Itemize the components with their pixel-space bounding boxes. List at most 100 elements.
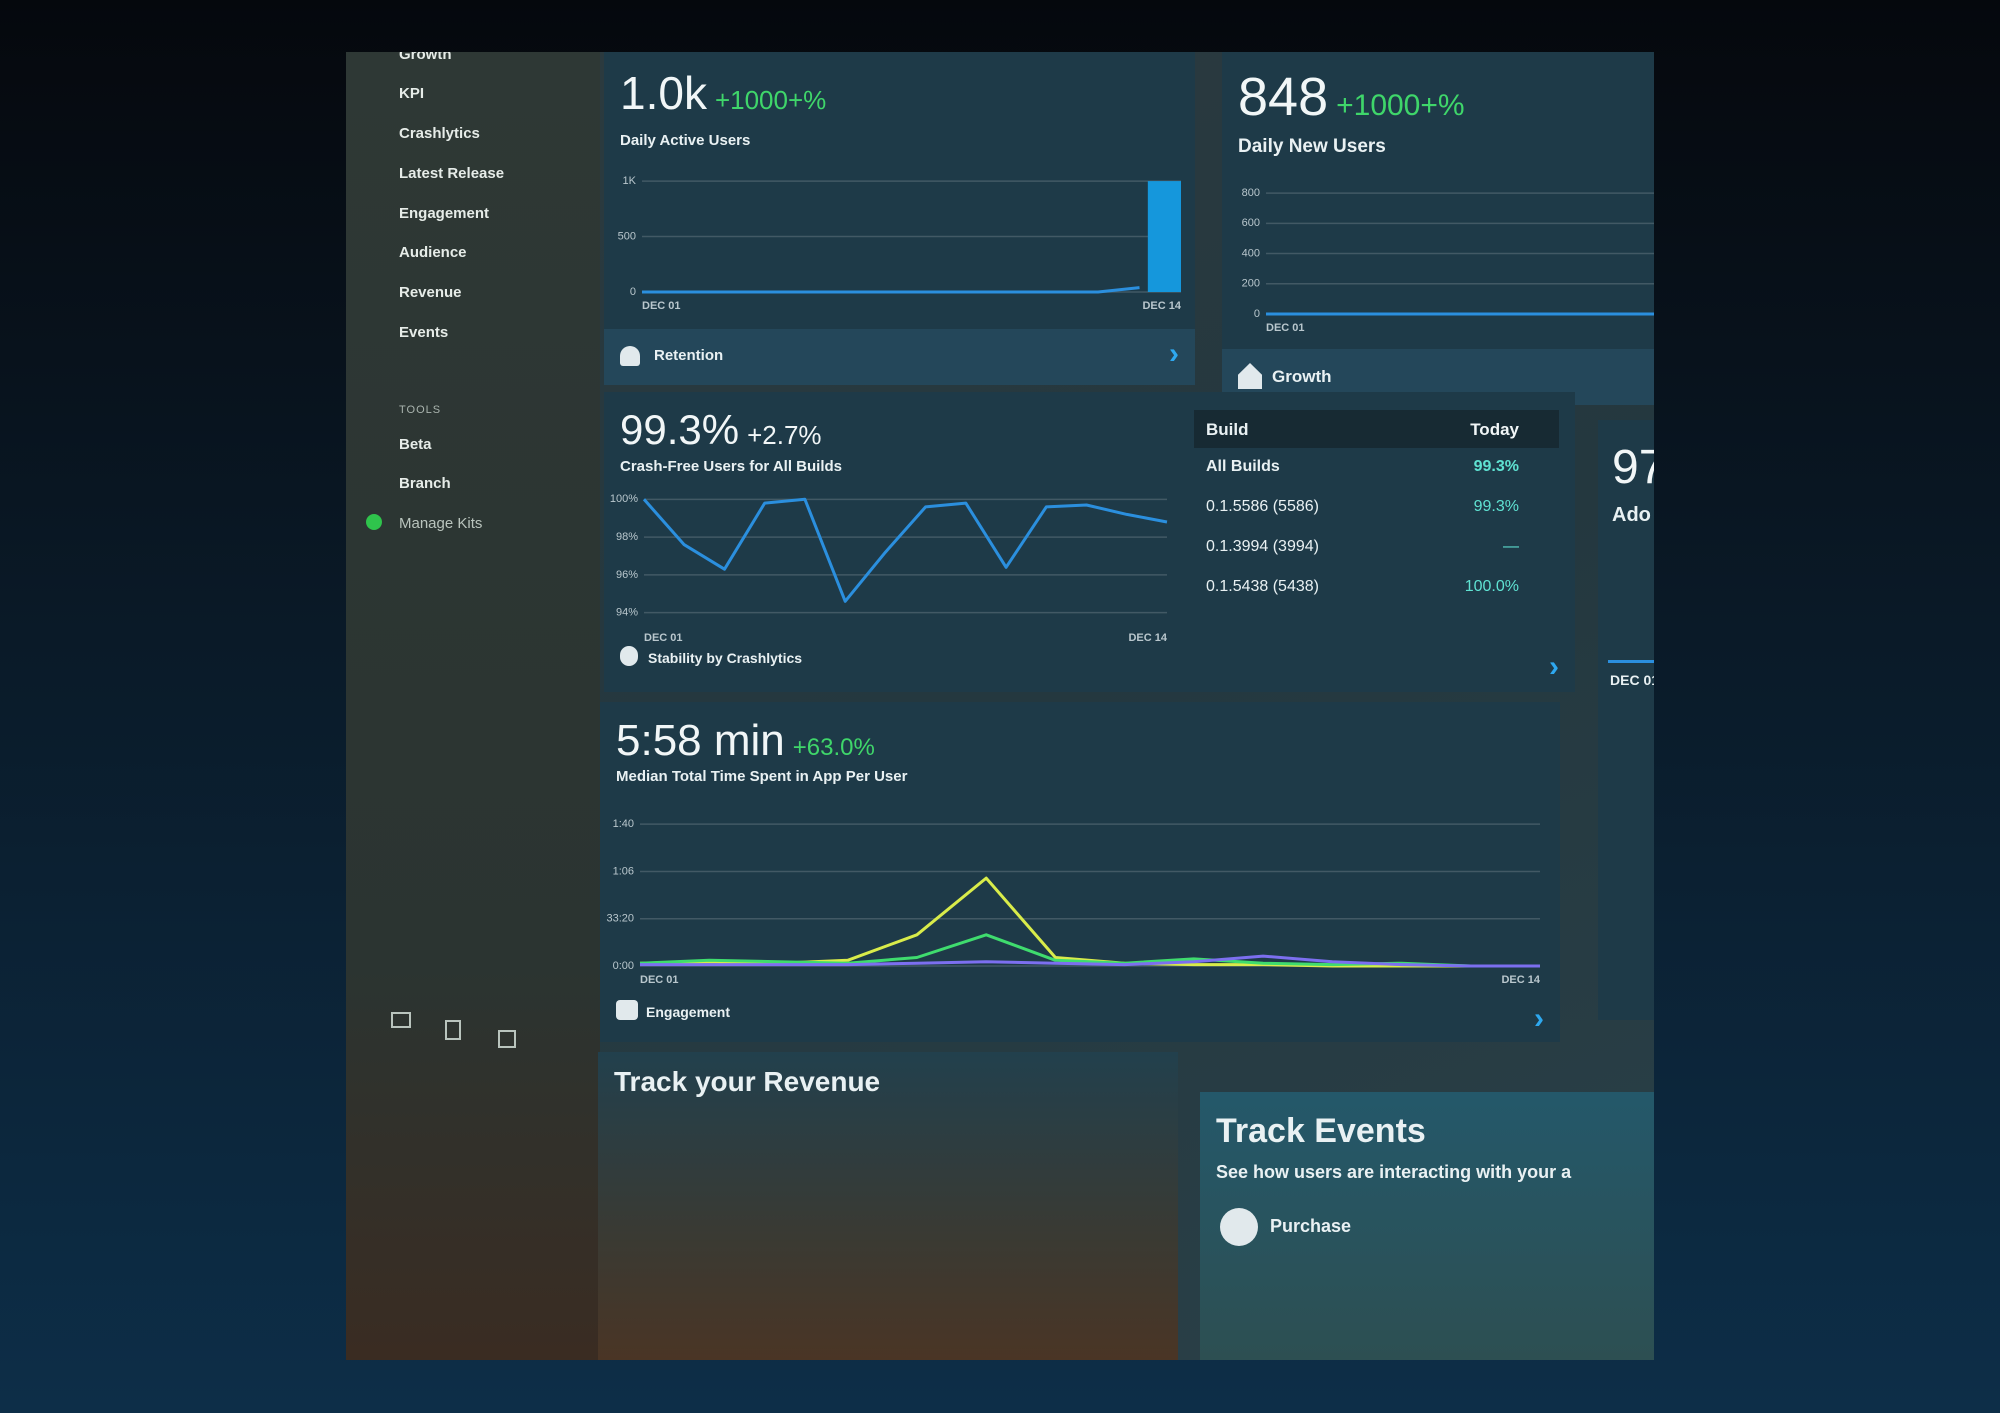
nav-item[interactable]: Revenue — [399, 284, 462, 301]
table-header: Build Today — [1194, 410, 1559, 448]
y-tick-label: 96% — [616, 569, 638, 581]
metric-label: Daily New Users — [1238, 136, 1386, 157]
footer-label[interactable]: Engagement — [646, 1004, 731, 1020]
build-cell: 0.1.3994 (3994) — [1206, 538, 1319, 555]
chevron[interactable]: › — [1169, 337, 1179, 370]
nav-item[interactable]: Engagement — [399, 205, 490, 222]
nav-item[interactable]: Crashlytics — [399, 125, 480, 142]
data-line — [639, 876, 1540, 968]
data-line — [642, 286, 1140, 294]
metric-label: Daily Active Users — [620, 132, 751, 149]
chart: 100% 98% 96% 94% DEC 01 DEC 14 — [610, 493, 1168, 644]
nav-item[interactable]: Events — [399, 324, 449, 341]
card-footer[interactable]: Retention › — [604, 329, 1195, 385]
y-tick-label: 1:40 — [613, 818, 634, 830]
nav-item[interactable]: KPI — [399, 85, 425, 102]
footer-label[interactable]: Retention — [654, 347, 724, 364]
table-row: 0.1.3994 (3994) — — [1194, 528, 1559, 568]
metric-label: Median Total Time Spent in App Per User — [616, 768, 908, 785]
x-tick-label: DEC 14 — [1501, 974, 1540, 986]
doc-icon[interactable] — [445, 1020, 461, 1040]
metric-value: 848 — [1238, 67, 1329, 127]
y-tick-label: 0 — [630, 286, 636, 298]
header-cell: Build — [1206, 420, 1249, 439]
x-tick-label: DEC 01 — [1610, 672, 1654, 688]
metric-change: +2.7% — [747, 420, 822, 450]
table-row: All Builds 99.3% — [1194, 448, 1559, 488]
users-icon — [620, 346, 640, 366]
metric: 1.0k +1000+% — [620, 66, 826, 120]
build-table: Build Today All Builds 99.3% 0.1.5586 (558… — [1194, 410, 1559, 608]
nav-item[interactable]: Manage Kits — [399, 515, 483, 532]
nav-item[interactable]: Beta — [399, 436, 432, 453]
card-daily-new-users: 848 +1000+% Daily New Users 800 600 400 200 0… — [1222, 52, 1654, 405]
event-item[interactable]: Purchase — [1270, 1216, 1352, 1236]
y-tick-label: 600 — [1242, 217, 1260, 229]
metric-change: +1000+% — [1336, 89, 1465, 122]
data-line — [639, 933, 1540, 968]
crash-icon — [620, 646, 638, 666]
x-tick-label: DEC 01 — [1266, 322, 1305, 334]
card-title: Track your Revenue — [614, 1066, 881, 1097]
metric: 5:58 min +63.0% — [616, 716, 875, 766]
build-cell: 0.1.5438 (5438) — [1206, 578, 1319, 595]
chart: 800 600 400 200 0 DEC 01 — [1242, 187, 1654, 334]
chat-icon — [616, 1000, 638, 1020]
build-cell: 0.1.5586 (5586) — [1206, 498, 1319, 515]
metric: 99.3% +2.7% — [620, 406, 822, 454]
help-icon[interactable] — [498, 1030, 516, 1048]
x-tick-label: DEC 01 — [640, 974, 679, 986]
chevron[interactable]: › — [1534, 1002, 1544, 1035]
card-daily-active-users: 1.0k +1000+% Daily Active Users 1K 500 0 DEC… — [604, 52, 1195, 385]
data-line — [640, 954, 1540, 968]
card-engagement: 5:58 min +63.0% Median Total Time Spent i… — [600, 702, 1560, 1042]
chart-line — [1608, 660, 1654, 663]
y-tick-label: 200 — [1242, 278, 1260, 290]
data-line — [642, 497, 1168, 603]
y-tick-label: 400 — [1242, 247, 1260, 259]
metric-label: Ado — [1612, 504, 1651, 526]
metric-change: +1000+% — [714, 85, 827, 115]
status-icon — [366, 514, 382, 530]
nav-item[interactable]: Branch — [399, 475, 451, 492]
value-cell: 99.3% — [1473, 498, 1519, 515]
bar — [1147, 181, 1181, 292]
chart: 1K 500 0 DEC 01 DEC 14 — [618, 175, 1182, 312]
card-events: Track Events See how users are interacti… — [1200, 1092, 1654, 1360]
growth-icon — [1238, 363, 1262, 389]
value-cell: — — [1503, 538, 1519, 555]
value-cell: 99.3% — [1473, 458, 1519, 475]
chevron[interactable]: › — [1549, 650, 1559, 683]
metric-value: 1.0k — [620, 67, 707, 119]
metric-label: Crash-Free Users for All Builds — [620, 458, 843, 475]
nav-item[interactable]: Growth — [399, 52, 452, 63]
metric-change: +63.0% — [792, 734, 875, 761]
mail-icon[interactable] — [391, 1012, 411, 1028]
nav-item[interactable]: Latest Release — [399, 165, 505, 182]
x-tick-label: DEC 01 — [644, 632, 683, 644]
y-tick-label: 94% — [616, 607, 638, 619]
footer-label[interactable]: Growth — [1272, 367, 1332, 386]
y-tick-label: 1:06 — [613, 865, 634, 877]
table-row: 0.1.5586 (5586) 99.3% — [1194, 488, 1559, 528]
card-subtitle: See how users are interacting with your … — [1216, 1162, 1572, 1182]
value-cell: 100.0% — [1464, 578, 1519, 595]
footer-label[interactable]: Stability by Crashlytics — [648, 650, 803, 666]
metric-value: 97 — [1612, 441, 1654, 494]
table-row: 0.1.5438 (5438) 100.0% — [1194, 568, 1559, 608]
card-title: Track Events — [1216, 1112, 1426, 1150]
y-tick-label: 0:00 — [613, 960, 634, 972]
metric: 848 +1000+% — [1238, 66, 1465, 128]
x-tick-label: DEC 01 — [642, 300, 681, 312]
x-tick-label: DEC 14 — [1142, 300, 1181, 312]
y-tick-label: 98% — [616, 531, 638, 543]
x-tick-label: DEC 14 — [1128, 632, 1167, 644]
y-tick-label: 500 — [618, 230, 636, 242]
dashboard-photo: Growth KPI Crashlytics Latest Release En… — [346, 52, 1654, 1360]
build-cell: All Builds — [1206, 458, 1280, 475]
card-adoption: 97 Ado DEC 01 — [1598, 420, 1654, 1020]
y-tick-label: 33:20 — [606, 913, 634, 925]
y-tick-label: 100% — [610, 493, 638, 505]
nav-item[interactable]: Audience — [399, 244, 467, 261]
